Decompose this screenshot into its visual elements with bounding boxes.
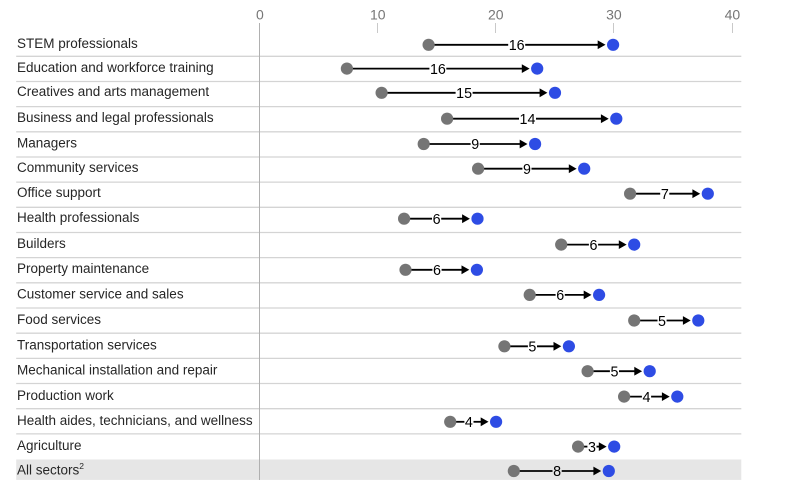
svg-text:10: 10 [370, 6, 386, 22]
svg-text:Office support: Office support [17, 185, 101, 200]
svg-text:6: 6 [433, 212, 441, 228]
svg-text:Builders: Builders [17, 236, 66, 251]
svg-text:6: 6 [556, 288, 564, 304]
svg-text:14: 14 [520, 112, 536, 128]
svg-text:Health aides, technicians, and: Health aides, technicians, and wellness [17, 413, 253, 428]
svg-text:3: 3 [588, 440, 596, 456]
svg-text:Managers: Managers [17, 135, 77, 150]
svg-text:Creatives and arts management: Creatives and arts management [17, 84, 209, 99]
svg-text:All sectors2: All sectors2 [17, 461, 84, 477]
svg-text:9: 9 [523, 162, 531, 178]
svg-text:Education and workforce traini: Education and workforce training [17, 60, 214, 75]
svg-text:7: 7 [661, 187, 669, 203]
svg-text:30: 30 [606, 6, 622, 22]
svg-text:Customer service and sales: Customer service and sales [17, 286, 184, 301]
svg-text:9: 9 [471, 137, 479, 153]
svg-text:Food services: Food services [17, 312, 101, 327]
svg-text:5: 5 [611, 364, 619, 380]
svg-text:20: 20 [488, 6, 504, 22]
svg-text:5: 5 [658, 314, 666, 330]
svg-text:Production work: Production work [17, 388, 114, 403]
svg-text:40: 40 [725, 6, 741, 22]
svg-text:8: 8 [553, 464, 561, 480]
svg-text:0: 0 [256, 6, 264, 22]
svg-text:Mechanical installation and re: Mechanical installation and repair [17, 363, 218, 378]
svg-text:Community services: Community services [17, 160, 139, 175]
svg-text:4: 4 [643, 390, 651, 406]
svg-text:Agriculture: Agriculture [17, 438, 82, 453]
svg-text:STEM professionals: STEM professionals [17, 36, 138, 51]
svg-text:16: 16 [430, 62, 446, 78]
svg-text:Property maintenance: Property maintenance [17, 261, 149, 276]
svg-text:Transportation services: Transportation services [17, 338, 157, 353]
svg-text:Health professionals: Health professionals [17, 210, 140, 225]
svg-text:16: 16 [509, 38, 525, 54]
svg-text:5: 5 [528, 340, 536, 356]
svg-text:6: 6 [433, 263, 441, 279]
svg-text:15: 15 [456, 86, 472, 102]
svg-text:Business and legal professiona: Business and legal professionals [17, 110, 214, 125]
svg-text:4: 4 [465, 415, 473, 431]
svg-text:6: 6 [590, 238, 598, 254]
